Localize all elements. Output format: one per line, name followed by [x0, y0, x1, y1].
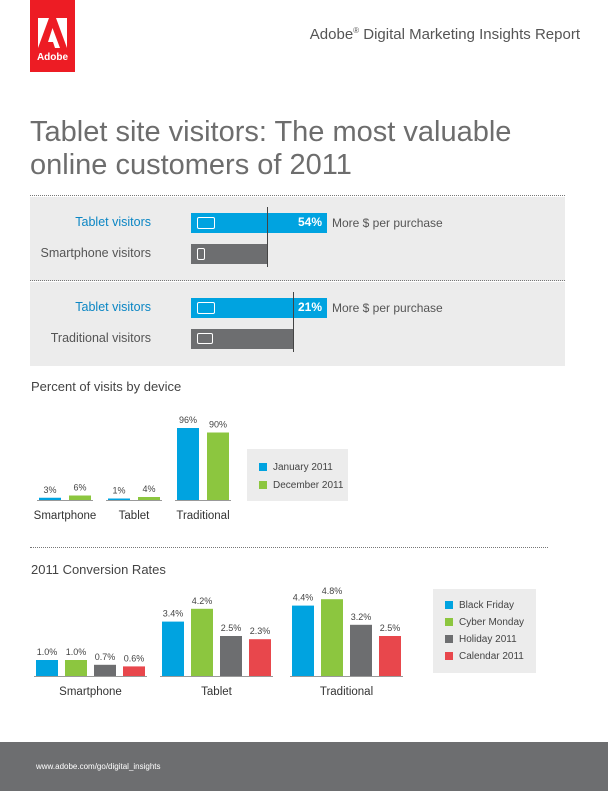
- data-label: 3.2%: [351, 612, 372, 622]
- data-label: 2.3%: [250, 626, 271, 636]
- traditional-visitors-label: Traditional visitors: [50, 331, 151, 345]
- data-label: 3%: [43, 485, 56, 495]
- bar-tablet-holiday-2011: [220, 636, 242, 676]
- data-label: 1%: [112, 486, 125, 496]
- data-label: 4.2%: [192, 596, 213, 606]
- data-label: 2.5%: [380, 623, 401, 633]
- bar-tablet-calendar-2011: [249, 639, 271, 676]
- legend-swatch: [259, 481, 267, 489]
- category-label: Tablet: [119, 510, 150, 522]
- more-per-purchase-note: More $ per purchase: [332, 301, 443, 315]
- legend-swatch: [259, 463, 267, 471]
- bar-traditional-december-2011: [207, 432, 229, 500]
- tablet-icon: [197, 217, 215, 229]
- bar-tablet-cyber-monday: [191, 608, 213, 676]
- comparison-panel-traditional: Tablet visitors 21% More $ per purchase …: [30, 282, 565, 366]
- conversion-chart-title: 2011 Conversion Rates: [31, 562, 166, 577]
- divider: [30, 195, 565, 196]
- data-label: 0.6%: [124, 653, 145, 663]
- legend-item: Cyber Monday: [445, 617, 524, 628]
- adobe-a-icon: [38, 18, 67, 48]
- legend-swatch: [445, 635, 453, 643]
- bar-tablet-december-2011: [138, 497, 160, 500]
- bar-smartphone-black-friday: [36, 660, 58, 676]
- legend-label: Cyber Monday: [459, 617, 525, 628]
- report-title: Adobe® Digital Marketing Insights Report: [310, 26, 580, 43]
- category-label: Tablet: [201, 686, 232, 698]
- monitor-icon: [197, 333, 213, 344]
- smartphone-icon: [197, 248, 205, 260]
- category-label: Traditional: [320, 686, 373, 698]
- divider: [30, 280, 565, 281]
- smartphone-visitors-label: Smartphone visitors: [40, 246, 151, 260]
- legend-swatch: [445, 618, 453, 626]
- report-title-rest: Digital Marketing Insights Report: [359, 26, 580, 43]
- logo-wordmark: Adobe: [36, 52, 69, 63]
- bar-smartphone-january-2011: [39, 497, 61, 500]
- tablet-bar-value: 21%: [297, 300, 322, 314]
- data-label: 4.4%: [293, 593, 314, 603]
- data-label: 90%: [209, 420, 227, 430]
- bar-traditional-holiday-2011: [350, 624, 372, 676]
- legend-swatch: [445, 601, 453, 609]
- legend-item: Black Friday: [445, 600, 514, 611]
- tablet-visitors-label: Tablet visitors: [75, 215, 151, 229]
- data-label: 96%: [179, 415, 197, 425]
- divider: [30, 547, 548, 548]
- bar-smartphone-cyber-monday: [65, 660, 87, 676]
- bar-smartphone-holiday-2011: [94, 664, 116, 676]
- legend-swatch: [445, 652, 453, 660]
- more-per-purchase-note: More $ per purchase: [332, 216, 443, 230]
- adobe-logo: Adobe: [30, 0, 75, 72]
- legend-label: January 2011: [273, 462, 333, 473]
- bar-tablet-black-friday: [162, 621, 184, 676]
- data-label: 6%: [73, 483, 86, 493]
- bar-traditional-cyber-monday: [321, 599, 343, 676]
- legend-item: Calendar 2011: [445, 651, 524, 662]
- data-label: 4.8%: [322, 586, 343, 596]
- footer-band: www.adobe.com/go/digital_insights: [0, 742, 608, 791]
- smartphone-bar: [191, 244, 268, 264]
- tablet-bar: 54%: [191, 213, 327, 233]
- footer-url: www.adobe.com/go/digital_insights: [36, 762, 161, 771]
- bar-traditional-calendar-2011: [379, 636, 401, 676]
- conversion-legend: Black Friday Cyber Monday Holiday 2011 C…: [433, 589, 536, 673]
- report-title-brand: Adobe: [309, 26, 354, 43]
- visits-chart-title: Percent of visits by device: [31, 379, 182, 394]
- legend-item: Holiday 2011: [445, 634, 517, 645]
- page-title: Tablet site visitors: The most valuable …: [30, 116, 512, 181]
- tablet-visitors-label: Tablet visitors: [75, 300, 151, 314]
- bar-tablet-january-2011: [108, 498, 130, 500]
- data-label: 0.7%: [95, 652, 116, 662]
- baseline-marker: [267, 207, 268, 267]
- tablet-bar: 21%: [191, 298, 327, 318]
- legend-item: December 2011: [259, 480, 343, 491]
- data-label: 2.5%: [221, 623, 242, 633]
- bar-smartphone-december-2011: [69, 495, 91, 500]
- category-label: Smartphone: [34, 510, 97, 522]
- data-label: 1.0%: [37, 647, 58, 657]
- legend-label: Black Friday: [459, 600, 515, 611]
- legend-label: Calendar 2011: [459, 651, 524, 662]
- legend-item: January 2011: [259, 462, 333, 473]
- tablet-bar-value: 54%: [297, 215, 322, 229]
- traditional-bar: [191, 329, 294, 349]
- comparison-panel-smartphone: Tablet visitors 54% More $ per purchase …: [30, 197, 565, 281]
- visits-legend: January 2011 December 2011: [247, 449, 348, 501]
- data-label: 4%: [142, 484, 155, 494]
- bar-traditional-january-2011: [177, 428, 199, 500]
- legend-label: Holiday 2011: [459, 634, 517, 645]
- data-label: 1.0%: [66, 647, 87, 657]
- category-label: Traditional: [176, 510, 229, 522]
- category-label: Smartphone: [59, 686, 122, 698]
- data-label: 3.4%: [163, 609, 184, 619]
- baseline-marker: [293, 292, 294, 352]
- tablet-icon: [197, 302, 215, 314]
- bar-smartphone-calendar-2011: [123, 666, 145, 676]
- bar-traditional-black-friday: [292, 605, 314, 676]
- registered-mark: ®: [353, 26, 360, 35]
- legend-label: December 2011: [273, 480, 344, 491]
